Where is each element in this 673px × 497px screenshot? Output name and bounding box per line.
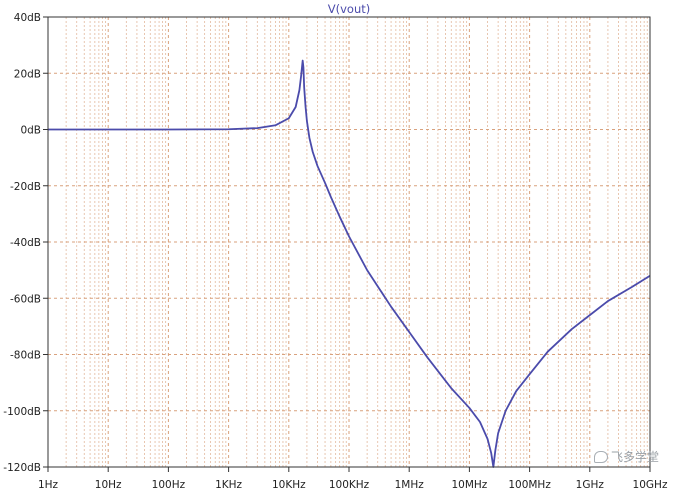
x-tick-label: 10KHz xyxy=(272,479,306,491)
x-tick-label: 100MHz xyxy=(508,479,551,491)
x-tick-label: 1GHz xyxy=(576,479,605,491)
watermark: 飞多学堂 xyxy=(593,448,659,465)
series-line-vout xyxy=(48,59,651,468)
y-tick-label: -60dB xyxy=(10,293,41,305)
major-grid xyxy=(47,16,651,468)
y-tick-label: -80dB xyxy=(10,350,41,362)
x-axis-tick-labels: 1Hz 10Hz 100Hz 1KHz 10KHz 100KHz 1MHz 10MHz 100M… xyxy=(38,479,668,491)
y-axis-tick-labels: 40dB 20dB 0dB -20dB -40dB -60dB -80dB -100dB -12… xyxy=(3,12,41,474)
y-tick-label: -120dB xyxy=(3,462,41,474)
x-tick-label: 1Hz xyxy=(38,479,59,491)
axis-frame xyxy=(43,16,651,472)
chat-bubble-icon xyxy=(593,450,608,463)
x-tick-label: 1KHz xyxy=(215,479,242,491)
y-tick-label: 0dB xyxy=(20,125,41,137)
y-tick-label: 40dB xyxy=(14,12,41,24)
chart-title: V(vout) xyxy=(328,2,370,16)
y-tick-label: -100dB xyxy=(3,406,41,418)
y-tick-label: 20dB xyxy=(14,68,41,80)
x-tick-label: 1MHz xyxy=(395,479,425,491)
x-tick-label: 100KHz xyxy=(329,479,370,491)
series-layer xyxy=(48,59,651,468)
x-tick-label: 100Hz xyxy=(152,479,186,491)
x-tick-label: 10Hz xyxy=(95,479,122,491)
y-tick-label: -20dB xyxy=(10,181,41,193)
x-tick-label: 10GHz xyxy=(633,479,668,491)
watermark-text: 飞多学堂 xyxy=(610,450,659,464)
y-tick-label: -40dB xyxy=(10,237,41,249)
x-tick-label: 10MHz xyxy=(451,479,487,491)
